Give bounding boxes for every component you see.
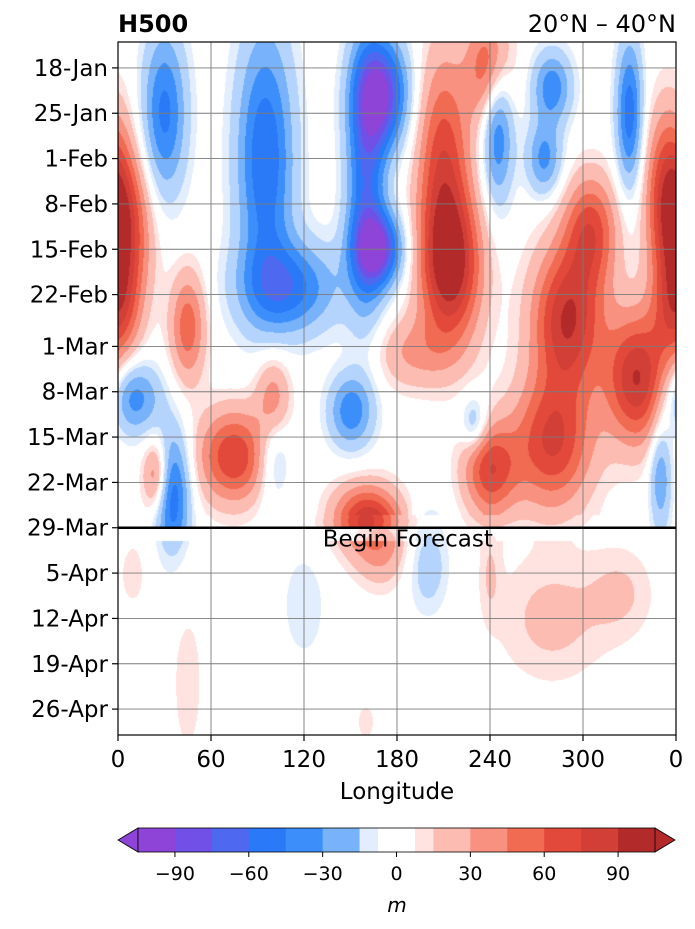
colorbar-tick-label: 60 [532,863,556,885]
y-tick-label: 15-Feb [30,237,108,263]
colorbar-band [322,828,361,852]
colorbar-tick-label: 30 [458,863,482,885]
colorbar-tick-label: −60 [229,863,269,885]
colorbar-band [285,828,324,852]
y-tick-label: 22-Feb [30,283,108,309]
colorbar-tick-label: −90 [155,863,195,885]
colorbar-label: m [387,893,406,917]
x-axis: 0 60 120 180 240 300 0 [111,735,684,773]
y-tick-label: 26-Apr [31,697,108,723]
colorbar-band [507,828,545,852]
x-tick-label: 180 [375,747,419,773]
x-tick-label: 0 [669,747,684,773]
colorbar-band [414,828,434,852]
colorbar-extend-over [654,827,676,853]
x-tick-label: 60 [196,747,225,773]
colorbar-band [211,828,250,852]
y-axis: 18-Jan 25-Jan 1-Feb 8-Feb 15-Feb 22-Feb 1-Mar 8… [27,56,118,723]
forecast-label: Begin Forecast [323,527,493,553]
colorbar-extend-under [117,827,139,853]
colorbar-band [396,828,415,852]
y-tick-label: 22-Mar [27,470,109,496]
y-tick-label: 1-Feb [44,147,108,173]
y-tick-label: 8-Feb [44,192,108,218]
y-tick-label: 15-Mar [27,425,109,451]
x-tick-label: 120 [282,747,326,773]
colorbar-band [359,828,379,852]
plot-area [118,42,676,735]
colorbar-band [544,828,582,852]
y-tick-label: 18-Jan [34,56,108,82]
colorbar-tick-label: 0 [390,863,402,885]
y-tick-label: 5-Apr [46,561,109,587]
colorbar-band [581,828,619,852]
colorbar-band [174,828,213,852]
colorbar-band [618,828,656,852]
colorbar-band [378,828,397,852]
y-tick-label: 8-Mar [42,380,109,406]
colorbar: −90 −60 −30 0 30 60 90 [117,827,676,885]
colorbar-band [470,828,508,852]
colorbar-band [248,828,287,852]
y-tick-label: 29-Mar [27,516,109,542]
x-tick-label: 0 [111,747,126,773]
y-tick-label: 19-Apr [31,652,108,678]
y-tick-label: 12-Apr [31,606,108,632]
x-tick-label: 240 [468,747,512,773]
x-tick-label: 300 [561,747,605,773]
x-axis-label: Longitude [340,779,454,805]
colorbar-tick-label: 90 [606,863,630,885]
colorbar-band [433,828,471,852]
y-tick-label: 25-Jan [34,101,108,127]
y-tick-label: 1-Mar [42,334,109,360]
chart-title-right: 20°N – 40°N [528,10,676,38]
chart-title-left: H500 [118,10,188,38]
colorbar-tick-label: −30 [303,863,343,885]
colorbar-band [138,828,176,852]
